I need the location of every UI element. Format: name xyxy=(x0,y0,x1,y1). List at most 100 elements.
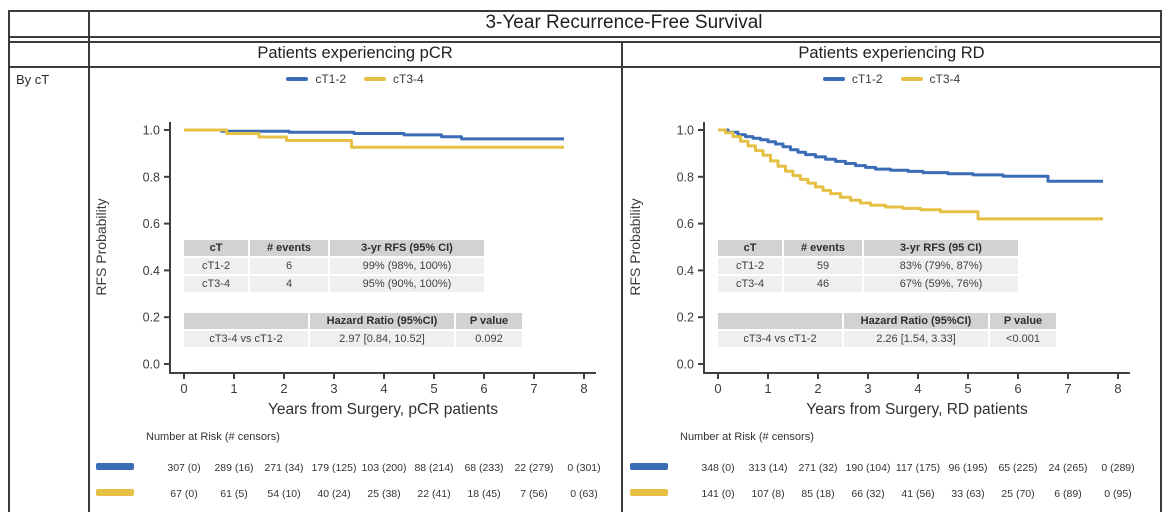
x-tick-label: 6 xyxy=(1014,381,1021,396)
legend-dash-icon xyxy=(286,77,309,81)
hazard-cell: cT3-4 vs cT1-2 xyxy=(184,331,308,347)
panel-pcr: cT1-2 cT3-4 0.0 0.2 0.4 0.6 0.8 1.0 0 1 2 3 4 5 6 7 8 RF… xyxy=(88,68,622,512)
table-border-top xyxy=(8,10,1162,12)
risk-value: 67 (0) xyxy=(170,488,198,500)
hazard-cell: 0.092 xyxy=(456,331,522,347)
stats-header-cell: 3-yr RFS (95% CI) xyxy=(330,240,484,256)
risk-value: 40 (24) xyxy=(317,488,351,500)
stats-cell: cT3-4 xyxy=(718,276,782,292)
risk-value: 117 (175) xyxy=(895,462,941,474)
risk-value: 348 (0) xyxy=(701,462,735,474)
risk-row-ct12-pcr: 307 (0) 289 (16) 271 (34) 179 (125) 103 (200… xyxy=(88,462,622,477)
risk-value: 25 (70) xyxy=(1001,488,1035,500)
stats-cell: 4 xyxy=(250,276,328,292)
stats-cell: cT1-2 xyxy=(184,258,248,274)
stats-cell: 6 xyxy=(250,258,328,274)
hazard-cell: <0.001 xyxy=(990,331,1056,347)
km-curve-cT1-2 xyxy=(184,128,564,141)
hazard-cell: cT3-4 vs cT1-2 xyxy=(718,331,842,347)
risk-value: 141 (0) xyxy=(701,488,735,500)
risk-value: 103 (200) xyxy=(361,462,407,474)
risk-swatch-cT1-2 xyxy=(630,463,668,470)
risk-value: 24 (265) xyxy=(1048,462,1088,474)
risk-value: 7 (56) xyxy=(520,488,548,500)
risk-value: 18 (45) xyxy=(467,488,501,500)
table-border-left xyxy=(8,10,10,512)
x-tick-label: 7 xyxy=(530,381,537,396)
legend-item-cT3-4: cT3-4 xyxy=(900,72,961,86)
risk-value: 6 (89) xyxy=(1054,488,1082,500)
hazard-header-cell: P value xyxy=(456,313,522,329)
risk-row-ct34-pcr: 67 (0) 61 (5) 54 (10) 40 (24) 25 (38) 22 (41)… xyxy=(88,488,622,503)
risk-swatch-cT3-4 xyxy=(630,489,668,496)
risk-value: 61 (5) xyxy=(220,488,248,500)
panel-header-rd: Patients experiencing RD xyxy=(798,44,985,62)
x-tick-label: 0 xyxy=(714,381,721,396)
x-tick-label: 4 xyxy=(914,381,921,396)
risk-value: 0 (301) xyxy=(567,462,601,474)
y-tick-label: 0.6 xyxy=(677,217,694,231)
x-tick-label: 6 xyxy=(480,381,487,396)
stats-header-cell: # events xyxy=(784,240,862,256)
stats-cell: cT1-2 xyxy=(718,258,782,274)
legend-label: cT1-2 xyxy=(315,72,346,86)
risk-label-rd: Number at Risk (# censors) xyxy=(680,431,814,443)
y-tick-label: 0.0 xyxy=(143,358,160,372)
table-border-right xyxy=(1160,10,1162,512)
x-axis-title: Years from Surgery, RD patients xyxy=(806,401,1028,418)
stats-header-cell: # events xyxy=(250,240,328,256)
risk-value: 68 (233) xyxy=(464,462,504,474)
legend-dash-icon xyxy=(822,77,845,81)
hazard-table-rd: Hazard Ratio (95%CI) P value cT3-4 vs cT1-… xyxy=(716,311,1058,349)
risk-value: 289 (16) xyxy=(214,462,254,474)
y-tick-label: 1.0 xyxy=(677,124,694,138)
risk-value: 66 (32) xyxy=(851,488,885,500)
legend-item-cT1-2: cT1-2 xyxy=(286,72,346,86)
hazard-header-cell: Hazard Ratio (95%CI) xyxy=(844,313,988,329)
risk-value: 65 (225) xyxy=(998,462,1038,474)
risk-value: 271 (32) xyxy=(798,462,838,474)
risk-value: 307 (0) xyxy=(167,462,201,474)
stats-table-pcr: cT # events 3-yr RFS (95% CI) cT1-2 6 99% (98… xyxy=(182,238,486,294)
x-tick-label: 1 xyxy=(764,381,771,396)
hazard-header-cell xyxy=(718,313,842,329)
legend-item-cT3-4: cT3-4 xyxy=(364,72,424,86)
risk-value: 33 (63) xyxy=(951,488,985,500)
risk-swatch-cT1-2 xyxy=(96,463,134,470)
stats-cell: cT3-4 xyxy=(184,276,248,292)
risk-value: 271 (34) xyxy=(264,462,304,474)
stats-header-cell: 3-yr RFS (95 CI) xyxy=(864,240,1018,256)
stats-cell: 99% (98%, 100%) xyxy=(330,258,484,274)
risk-value: 96 (195) xyxy=(948,462,988,474)
y-tick-label: 0.8 xyxy=(677,170,694,184)
x-tick-label: 8 xyxy=(580,381,587,396)
legend-label: cT1-2 xyxy=(851,72,883,86)
km-plot-rd: 0.0 0.2 0.4 0.6 0.8 1.0 0 1 2 3 4 5 6 7 8 RFS Probabili… xyxy=(627,122,1130,418)
hazard-header-cell: Hazard Ratio (95%CI) xyxy=(310,313,454,329)
risk-value: 22 (41) xyxy=(417,488,451,500)
legend-label: cT3-4 xyxy=(929,72,961,86)
risk-value: 0 (289) xyxy=(1101,462,1135,474)
stats-cell: 67% (59%, 76%) xyxy=(864,276,1018,292)
legend-rd: cT1-2 cT3-4 xyxy=(622,72,1161,86)
risk-value: 0 (95) xyxy=(1104,488,1132,500)
risk-value: 179 (125) xyxy=(311,462,357,474)
figure-title: 3-Year Recurrence-Free Survival xyxy=(485,12,763,33)
y-axis-title: RFS Probability xyxy=(93,198,109,295)
risk-row-ct12-rd: 348 (0) 313 (14) 271 (32) 190 (104) 117 (175… xyxy=(622,462,1161,477)
table-border-rowcol-divider xyxy=(88,10,90,512)
axes xyxy=(703,122,1130,374)
risk-row-ct34-rd: 141 (0) 107 (8) 85 (18) 66 (32) 41 (56) 33 (6… xyxy=(622,488,1161,503)
legend-dash-icon xyxy=(900,77,923,81)
x-tick-label: 5 xyxy=(430,381,437,396)
y-tick-label: 0.4 xyxy=(677,264,694,278)
x-tick-label: 3 xyxy=(864,381,871,396)
risk-value: 22 (279) xyxy=(514,462,554,474)
risk-label-pcr: Number at Risk (# censors) xyxy=(146,431,280,443)
x-tick-label: 0 xyxy=(180,381,187,396)
hazard-header-cell xyxy=(184,313,308,329)
panel-header-pcr: Patients experiencing pCR xyxy=(257,44,453,62)
risk-value: 313 (14) xyxy=(748,462,788,474)
legend-dash-icon xyxy=(364,77,386,81)
